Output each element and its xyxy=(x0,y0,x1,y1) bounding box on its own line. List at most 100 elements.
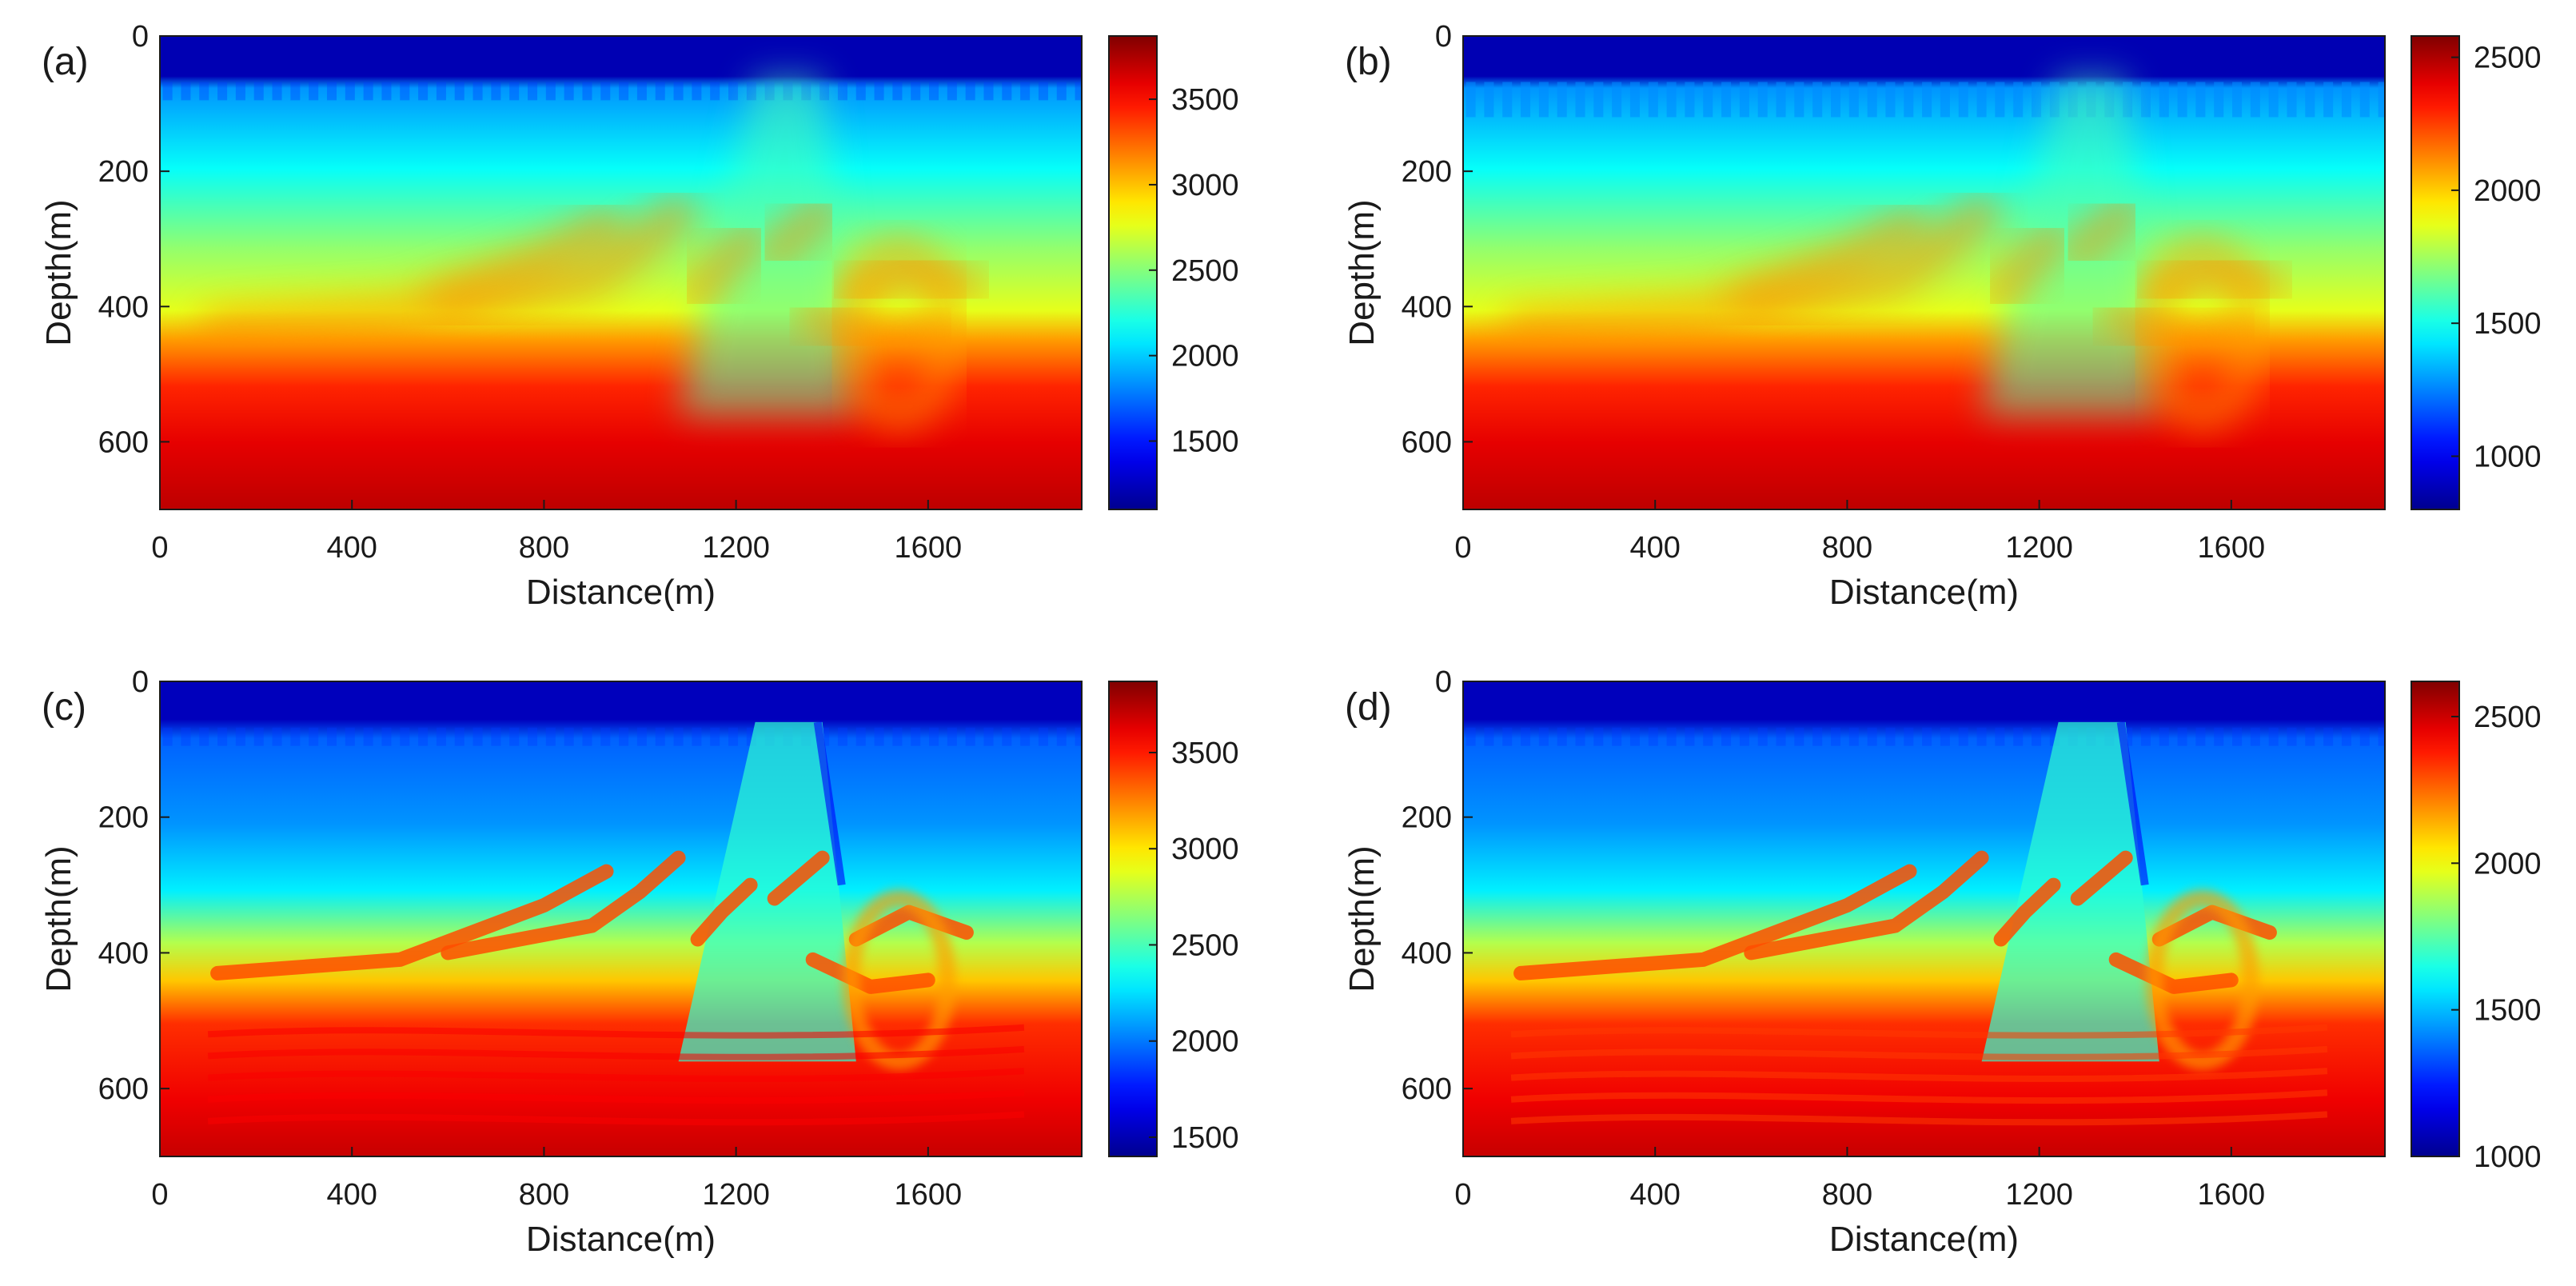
shallow-band-cell xyxy=(2250,82,2260,118)
shallow-band-cell xyxy=(1830,727,1841,746)
x-tick-label: 1200 xyxy=(2005,531,2073,565)
shallow-band-cell xyxy=(2268,727,2279,746)
x-tick-label: 1200 xyxy=(2005,1178,2073,1212)
shallow-band-cell xyxy=(400,727,410,746)
shallow-band-cell xyxy=(272,727,282,746)
shallow-band-cell xyxy=(1629,727,1640,746)
shallow-band-cell xyxy=(162,82,173,101)
shallow-band-cell xyxy=(1703,82,1713,118)
shallow-band-cell xyxy=(1020,727,1031,746)
shallow-band-cell xyxy=(326,727,337,746)
chart-panel-2: 0 400 800 1200 1600 0 200 400 600 Distance(m) Dept… xyxy=(39,665,1239,1259)
shallow-band-cell xyxy=(2140,82,2151,118)
shallow-band-cell xyxy=(2032,727,2042,746)
reflector-2 xyxy=(690,877,758,947)
reflector-0 xyxy=(210,864,614,980)
shallow-band-cell xyxy=(1593,82,1604,118)
colorbar-tick-label: 2000 xyxy=(1171,1025,1239,1059)
deep-reflector xyxy=(207,1111,1025,1126)
shallow-band-cell xyxy=(1848,82,1859,118)
shallow-band-cell xyxy=(2195,727,2206,746)
reflector-4 xyxy=(2097,294,2250,359)
shallow-band-cell xyxy=(1484,727,1494,746)
colorbar-tick-label: 2500 xyxy=(2474,42,2542,75)
colorbar-tick-label: 2500 xyxy=(2474,701,2542,734)
heatmap-features xyxy=(162,721,1082,1126)
shallow-band-cell xyxy=(509,82,520,101)
reflector-3 xyxy=(2059,193,2144,271)
shallow-band-cell xyxy=(363,82,373,101)
x-tick-label: 1600 xyxy=(2198,1178,2266,1212)
deep-reflector xyxy=(1510,1089,2328,1104)
shallow-band-cell xyxy=(1666,82,1677,118)
shallow-band-cell xyxy=(1557,82,1567,118)
plot-frame xyxy=(159,681,1083,1157)
shallow-band-cell xyxy=(1502,727,1513,746)
shallow-band-cell xyxy=(2268,82,2279,118)
shallow-band-cell xyxy=(874,727,884,746)
x-tick-label: 400 xyxy=(1630,1178,1681,1212)
shallow-band-cell xyxy=(564,82,574,101)
x-tick-label: 0 xyxy=(151,1178,168,1212)
shallow-band-cell xyxy=(272,82,282,101)
shallow-band-cell xyxy=(983,82,994,101)
shallow-band-cell xyxy=(290,82,301,101)
x-tick-label: 800 xyxy=(1822,1178,1872,1212)
y-axis-label: Depth(m) xyxy=(39,199,78,345)
x-tick-label: 1600 xyxy=(895,1178,963,1212)
reflector-2 xyxy=(679,220,769,312)
shallow-band-cell xyxy=(2013,727,2024,746)
shallow-band-cell xyxy=(2232,82,2243,118)
shallow-band-cell xyxy=(1812,82,1823,118)
shallow-band-cell xyxy=(929,82,939,101)
shallow-band-cell xyxy=(2140,727,2151,746)
shallow-band-cell xyxy=(1038,727,1048,746)
shallow-band-cell xyxy=(1958,82,1968,118)
shallow-band-cell xyxy=(473,727,483,746)
x-tick-label: 0 xyxy=(1454,531,1471,565)
shallow-band-cell xyxy=(491,727,501,746)
deep-reflector xyxy=(207,1068,1025,1082)
y-tick-label: 400 xyxy=(98,290,149,324)
shallow-band-cell xyxy=(619,82,629,101)
shallow-band-cell xyxy=(655,727,665,746)
shallow-band-cell xyxy=(1776,82,1786,118)
y-tick-label: 0 xyxy=(1435,20,1452,54)
shallow-band-cell xyxy=(2032,82,2042,118)
reflector-5 xyxy=(2151,905,2277,947)
shallow-band-cell xyxy=(929,727,939,746)
shallow-band-cell xyxy=(1648,727,1658,746)
y-tick-label: 400 xyxy=(1402,937,1452,970)
shallow-band-cell xyxy=(1612,727,1622,746)
reflector-2 xyxy=(1982,220,2072,312)
y-tick-label: 400 xyxy=(1402,290,1452,324)
panel-label: (d) xyxy=(1345,686,1392,729)
shallow-band-cell xyxy=(381,727,392,746)
shallow-band-cell xyxy=(1867,727,1877,746)
shallow-band-cell xyxy=(1995,727,2005,746)
shallow-band-cell xyxy=(509,727,520,746)
shallow-band-cell xyxy=(309,727,319,746)
shallow-band-cell xyxy=(1904,727,1914,746)
shallow-band-cell xyxy=(436,727,446,746)
heatmap-features xyxy=(1465,721,2385,1126)
colorbar-tick-label: 3500 xyxy=(1171,83,1239,117)
shallow-band-cell xyxy=(1904,82,1914,118)
colorbar-tick-label: 3000 xyxy=(1171,169,1239,202)
shallow-band-cell xyxy=(2287,727,2297,746)
shallow-band-cell xyxy=(345,82,355,101)
shallow-band-cell xyxy=(527,82,538,101)
x-tick-label: 800 xyxy=(519,531,569,565)
shallow-band-cell xyxy=(636,727,647,746)
shallow-band-cell xyxy=(1976,82,1987,118)
colorbar-tick-label: 1000 xyxy=(2474,1140,2542,1174)
shallow-band-cell xyxy=(235,727,245,746)
shallow-band-cell xyxy=(947,82,957,101)
shallow-band-cell xyxy=(1757,727,1768,746)
x-axis-label: Distance(m) xyxy=(1829,573,2019,612)
colorbar-tick-label: 3000 xyxy=(1171,833,1239,866)
deep-reflector xyxy=(1510,1045,2328,1060)
shallow-band-cell xyxy=(181,727,191,746)
shallow-band-cell xyxy=(1794,82,1804,118)
shallow-band-cell xyxy=(855,82,866,101)
